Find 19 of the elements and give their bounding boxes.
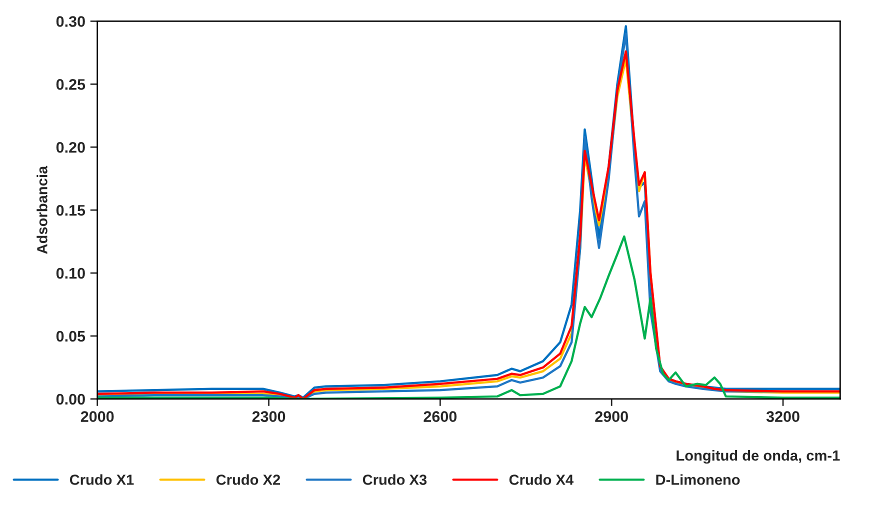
y-tick-label: 0.25: [56, 79, 86, 90]
x-tick-label: 2900: [595, 411, 628, 422]
x-tick-label: 3200: [766, 411, 800, 422]
y-tick-label: 0.05: [56, 330, 86, 342]
y-tick-label: 0.20: [56, 142, 85, 153]
legend-label: D-Limoneno: [656, 474, 740, 485]
x-tick-label: 2000: [80, 411, 114, 422]
x-axis-title: Longitud de onda, cm-1: [676, 450, 840, 464]
y-axis-title: Adsorbancia: [36, 166, 48, 254]
legend-label: Crudo X2: [216, 474, 280, 485]
legend-label: Crudo X1: [70, 474, 134, 485]
y-tick-label: 0.15: [56, 204, 86, 216]
legend-label: Crudo X4: [509, 474, 574, 485]
legend-label: Crudo X3: [362, 474, 427, 485]
y-tick-label: 0.10: [56, 268, 85, 279]
x-tick-label: 2300: [252, 411, 286, 422]
y-tick-label: 0.30: [56, 16, 85, 27]
x-tick-label: 2600: [424, 411, 457, 422]
y-tick-label: 0.00: [56, 394, 85, 405]
